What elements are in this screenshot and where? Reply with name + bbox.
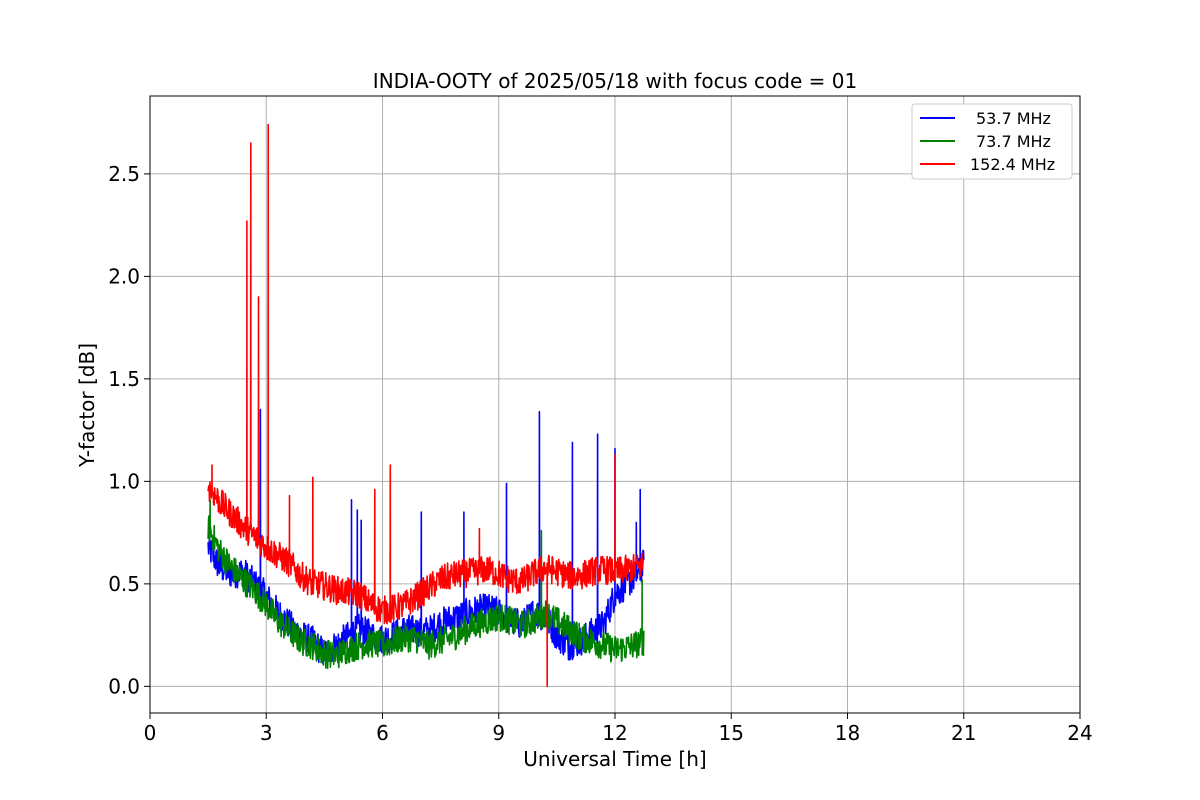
- series-line-152-4-mhz: [207, 123, 645, 688]
- y-tick-label: 2.0: [108, 264, 140, 288]
- x-tick-label: 12: [602, 721, 627, 745]
- x-tick-label: 3: [260, 721, 273, 745]
- axis-ticks: 0 3 6 9 12 15 18 21 24 0.0 0.5 1.0 1.5 2.0 2.5: [108, 162, 1093, 745]
- x-tick-label: 24: [1067, 721, 1092, 745]
- x-tick-label: 9: [492, 721, 505, 745]
- y-tick-label: 2.5: [108, 162, 140, 186]
- x-tick-label: 18: [835, 721, 860, 745]
- legend-label-53-7: 53.7 MHz: [976, 109, 1051, 128]
- legend-label-73-7: 73.7 MHz: [976, 132, 1051, 151]
- legend-label-152-4: 152.4 MHz: [970, 155, 1055, 174]
- y-tick-label: 0.5: [108, 572, 140, 596]
- x-tick-label: 21: [951, 721, 976, 745]
- y-axis-label: Y-factor [dB]: [75, 343, 99, 468]
- x-tick-label: 15: [719, 721, 744, 745]
- x-tick-label: 0: [144, 721, 157, 745]
- y-tick-label: 1.5: [108, 367, 140, 391]
- series-line-73-7-mhz: [207, 499, 645, 670]
- y-tick-label: 1.0: [108, 469, 140, 493]
- series-layer: [207, 123, 645, 688]
- y-tick-label: 0.0: [108, 674, 140, 698]
- chart-title: INDIA-OOTY of 2025/05/18 with focus code…: [373, 69, 857, 93]
- legend-box: [911, 103, 1073, 180]
- x-axis-label: Universal Time [h]: [523, 747, 706, 771]
- legend: 53.7 MHz 73.7 MHz 152.4 MHz: [911, 103, 1073, 180]
- x-tick-label: 6: [376, 721, 389, 745]
